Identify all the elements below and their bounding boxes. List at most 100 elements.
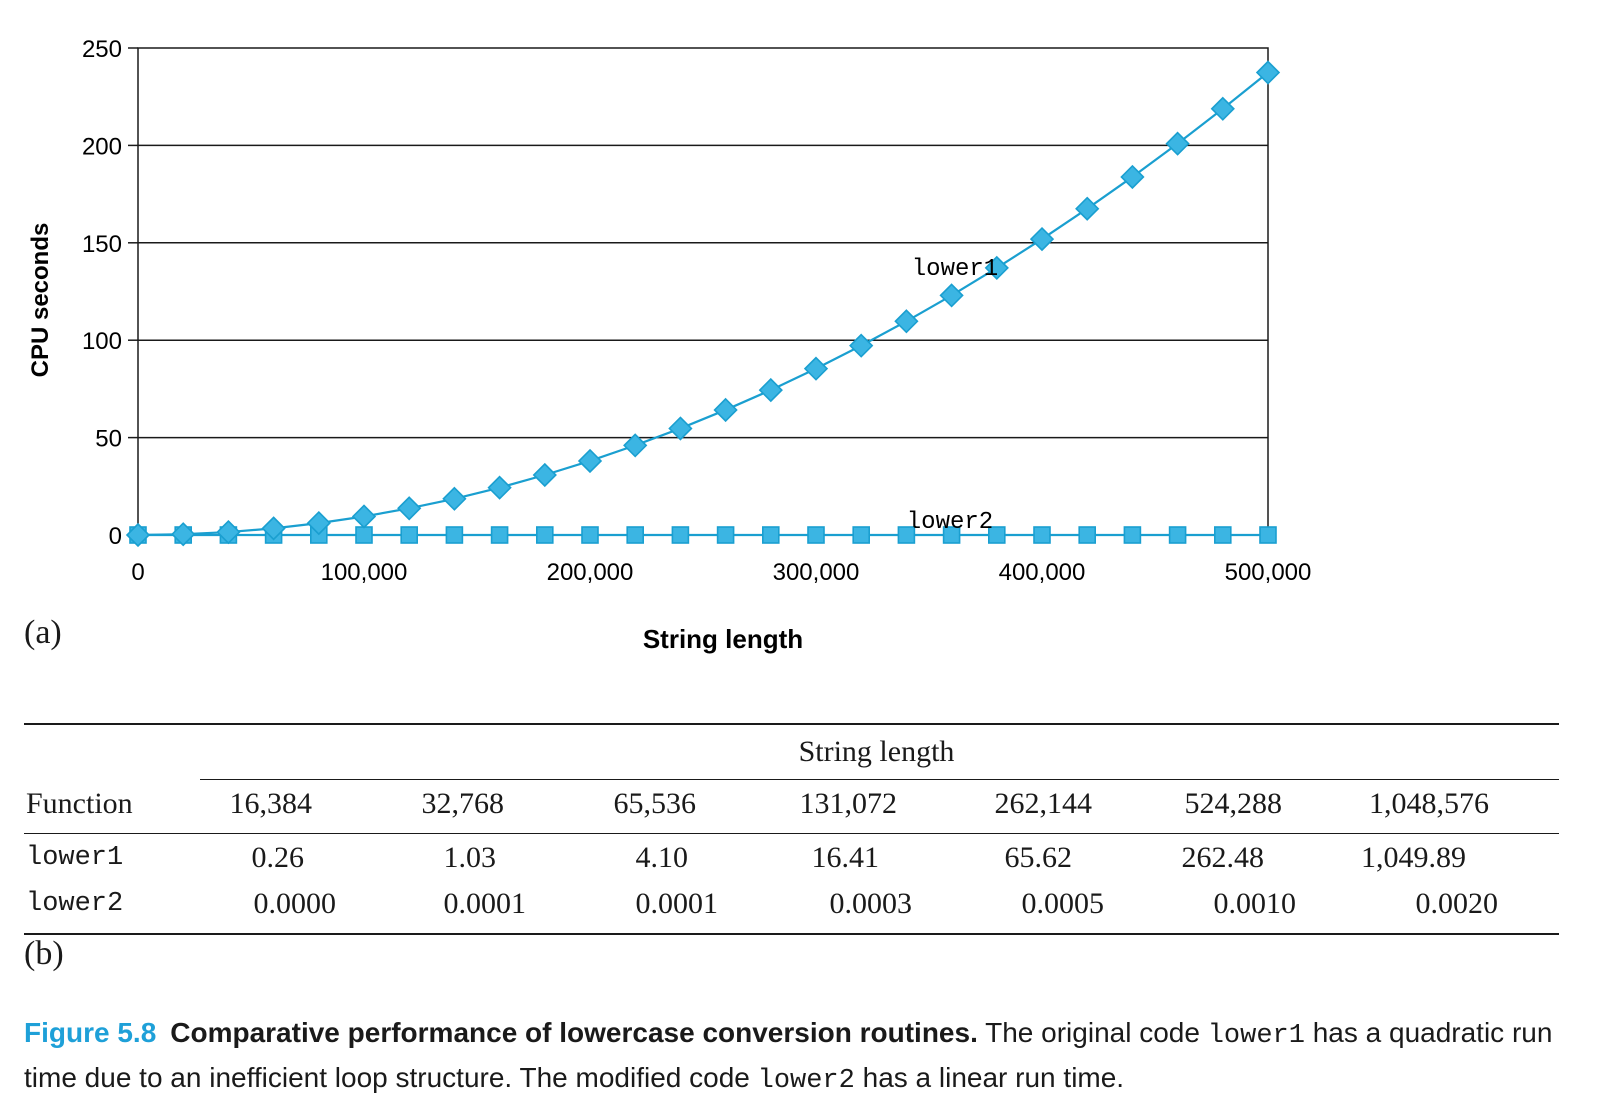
table-cell: 65.62 bbox=[1004, 841, 1073, 874]
y-tick-label: 200 bbox=[82, 133, 122, 160]
data-point-lower1 bbox=[713, 397, 738, 423]
y-tick-label: 0 bbox=[109, 523, 122, 550]
table-cell: 0.0003 bbox=[829, 887, 913, 920]
table-col-header: 16,384 bbox=[229, 787, 313, 820]
data-point-lower1 bbox=[577, 448, 603, 474]
series-line-lower1 bbox=[137, 71, 1269, 537]
caption-text-2: has a quadratic run time due to an ineff… bbox=[24, 1017, 1553, 1093]
data-point-lower2 bbox=[807, 526, 825, 544]
data-point-lower2 bbox=[1078, 526, 1096, 544]
data-point-lower2 bbox=[1123, 526, 1142, 544]
data-point-lower1 bbox=[351, 504, 377, 529]
data-point-lower1 bbox=[532, 462, 557, 488]
data-point-lower1 bbox=[442, 486, 467, 511]
data-point-lower1 bbox=[1210, 96, 1235, 121]
data-point-lower2 bbox=[400, 526, 419, 544]
caption-code-lower1: lower1 bbox=[1207, 1021, 1305, 1051]
table-cell: 0.0001 bbox=[443, 887, 527, 920]
table-col-header: 524,288 bbox=[1184, 787, 1283, 820]
table-cell: 4.10 bbox=[635, 841, 689, 874]
grid-lines bbox=[138, 144, 1268, 439]
data-point-lower2 bbox=[671, 526, 690, 544]
x-tick-label: 400,000 bbox=[999, 559, 1086, 586]
table-cell: 1.03 bbox=[443, 841, 497, 874]
panel-label-a: (a) bbox=[24, 614, 62, 651]
data-point-lower1 bbox=[668, 416, 693, 441]
caption-code-lower2: lower2 bbox=[757, 1066, 855, 1096]
x-tick-label: 500,000 bbox=[1225, 559, 1312, 586]
x-tick-label: 0 bbox=[131, 559, 144, 586]
table-col-header: 131,072 bbox=[799, 787, 898, 820]
y-tick-label: 250 bbox=[82, 36, 122, 63]
data-point-lower2 bbox=[761, 526, 780, 544]
data-point-lower1 bbox=[623, 433, 648, 458]
table-col-header: 65,536 bbox=[613, 787, 697, 820]
data-point-lower2 bbox=[1168, 526, 1187, 544]
data-point-lower1 bbox=[171, 522, 196, 547]
table-col-header: 262,144 bbox=[994, 787, 1093, 820]
table-cell: 16.41 bbox=[811, 841, 880, 874]
table-group-header: String length bbox=[798, 735, 955, 768]
table-cell: 0.0010 bbox=[1213, 887, 1297, 920]
table-cell: 0.0020 bbox=[1415, 887, 1499, 920]
data-point-lower2 bbox=[987, 526, 1006, 544]
data-point-lower1 bbox=[849, 333, 874, 358]
table-col-header: 32,768 bbox=[421, 787, 505, 820]
data-point-lower2 bbox=[852, 526, 871, 544]
data-point-lower1 bbox=[397, 496, 422, 521]
data-point-lower1 bbox=[306, 510, 331, 536]
data-point-lower2 bbox=[897, 526, 916, 544]
table-col-header: 1,048,576 bbox=[1369, 787, 1489, 820]
data-point-lower1 bbox=[261, 516, 286, 541]
data-point-lower1 bbox=[216, 519, 241, 545]
data-point-lower2 bbox=[1259, 526, 1277, 544]
data-point-lower2 bbox=[1033, 526, 1051, 544]
panel-label-b: (b) bbox=[24, 935, 64, 972]
figure-number: Figure 5.8 bbox=[24, 1017, 157, 1048]
caption-text-3: has a linear run time. bbox=[854, 1062, 1125, 1093]
plot-area-border bbox=[137, 47, 1269, 536]
table-row-name: lower1 bbox=[26, 843, 124, 873]
y-axis-label: CPU seconds bbox=[27, 223, 54, 378]
table-cell: 0.0000 bbox=[253, 887, 337, 920]
data-point-lower1 bbox=[984, 255, 1009, 281]
data-point-lower1 bbox=[939, 283, 964, 308]
data-point-lower2 bbox=[445, 526, 464, 544]
caption-title: Comparative performance of lowercase con… bbox=[170, 1017, 978, 1048]
data-point-lower1 bbox=[758, 377, 783, 403]
data-point-lower1 bbox=[487, 475, 512, 500]
y-axis-ticks: 0 50 100 150 200 250 bbox=[82, 36, 138, 550]
data-point-lower2 bbox=[1214, 526, 1232, 544]
x-tick-label: 100,000 bbox=[321, 559, 408, 586]
x-axis-label: String length bbox=[643, 624, 803, 654]
data-point-lower1 bbox=[1075, 196, 1100, 221]
data-point-lower2 bbox=[626, 526, 645, 544]
table-cell: 0.26 bbox=[251, 841, 305, 874]
line-chart: 0 50 100 150 200 250 0 100,000 200,000 300,000 40… bbox=[27, 36, 1312, 654]
series-layer bbox=[125, 60, 1281, 548]
table-group-rule bbox=[200, 779, 1559, 780]
table-top-rule bbox=[24, 723, 1559, 725]
data-point-lower2 bbox=[942, 526, 961, 544]
y-tick-label: 50 bbox=[95, 426, 122, 453]
table-cell: 0.0001 bbox=[635, 887, 719, 920]
x-tick-label: 300,000 bbox=[773, 559, 860, 586]
data-point-lower1 bbox=[1165, 131, 1190, 156]
caption-text-1: The original code bbox=[977, 1017, 1208, 1048]
table-cell: 0.0005 bbox=[1021, 887, 1105, 920]
table-bottom-rule bbox=[24, 933, 1559, 935]
data-point-lower2 bbox=[581, 526, 599, 544]
data-point-lower2 bbox=[716, 526, 735, 544]
data-point-lower2 bbox=[355, 526, 373, 544]
y-tick-label: 100 bbox=[82, 328, 122, 355]
data-point-lower1 bbox=[1120, 164, 1145, 190]
figure-caption: Figure 5.8 Comparative performance of low… bbox=[24, 1012, 1579, 1102]
table-cell: 1,049.89 bbox=[1361, 841, 1466, 874]
series-label-lower1: lower1 bbox=[912, 256, 998, 283]
data-point-lower1 bbox=[1255, 60, 1281, 85]
data-point-lower1 bbox=[803, 356, 829, 381]
table-header-rule bbox=[24, 833, 1559, 834]
data-point-lower1 bbox=[1029, 226, 1055, 252]
data-point-lower1 bbox=[894, 309, 919, 334]
table-row-name: lower2 bbox=[26, 889, 124, 919]
